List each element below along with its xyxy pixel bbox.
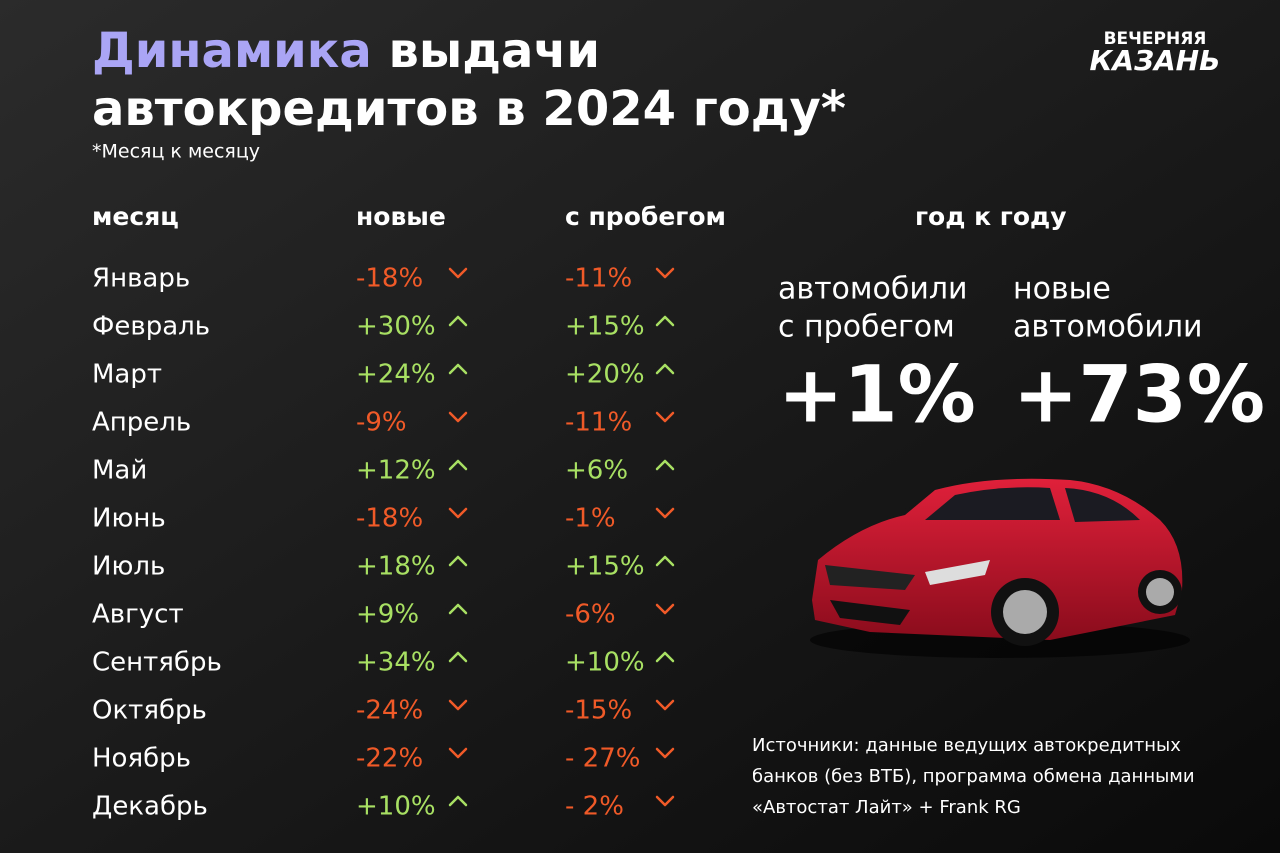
change-value: +9% — [356, 600, 419, 630]
column-header: новые — [356, 202, 446, 231]
change-value: +15% — [565, 552, 645, 582]
trend-arrow — [448, 507, 468, 519]
trend-arrow — [655, 507, 675, 519]
change-value: -18% — [356, 504, 423, 534]
trend-arrow — [655, 267, 675, 279]
month: Май — [92, 456, 147, 486]
month: Октябрь — [92, 696, 207, 726]
change-value: -11% — [565, 264, 632, 294]
source-line: Источники: данные ведущих автокредитных — [752, 735, 1181, 756]
title-rest: выдачи — [389, 23, 601, 79]
yoy-heading: год к году — [915, 202, 1067, 231]
change-value: +15% — [565, 312, 645, 342]
trend-arrow — [655, 555, 675, 567]
trend-arrow — [448, 699, 468, 711]
trend-arrow — [448, 363, 468, 375]
yoy-value: +73% — [1013, 350, 1265, 440]
change-value: -6% — [565, 600, 616, 630]
month: Август — [92, 600, 184, 630]
month: Ноябрь — [92, 744, 191, 774]
trend-arrow — [655, 603, 675, 615]
column-header: месяц — [92, 202, 179, 231]
title-highlight: Динамика — [92, 23, 372, 79]
change-value: -11% — [565, 408, 632, 438]
change-value: -24% — [356, 696, 423, 726]
change-value: -18% — [356, 264, 423, 294]
title: Динамика выдачи — [92, 23, 600, 79]
trend-arrow — [655, 699, 675, 711]
change-value: +34% — [356, 648, 436, 678]
yoy-label: с пробегом — [778, 310, 955, 345]
yoy-label: автомобили — [778, 272, 968, 307]
change-value: +30% — [356, 312, 436, 342]
logo: КАЗАНЬ — [1090, 44, 1221, 77]
change-value: +10% — [565, 648, 645, 678]
sources: Источники: данные ведущих автокредитных б… — [752, 735, 1195, 818]
trend-arrow — [448, 651, 468, 663]
table-rows: Январь -18% -11% Февраль +30% +15% Март +24% +20… — [92, 264, 675, 822]
change-value: +20% — [565, 360, 645, 390]
change-value: -9% — [356, 408, 407, 438]
month: Февраль — [92, 312, 210, 342]
change-value: +18% — [356, 552, 436, 582]
trend-arrow — [448, 747, 468, 759]
trend-arrow — [655, 459, 675, 471]
source-line: банков (без ВТБ), программа обмена данны… — [752, 766, 1195, 787]
month: Декабрь — [92, 792, 208, 822]
car-image — [810, 478, 1190, 658]
trend-arrow — [448, 459, 468, 471]
change-value: -15% — [565, 696, 632, 726]
month: Апрель — [92, 408, 191, 438]
month: Июль — [92, 552, 165, 582]
trend-arrow — [448, 267, 468, 279]
change-value: +6% — [565, 456, 628, 486]
trend-arrow — [448, 555, 468, 567]
trend-arrow — [655, 363, 675, 375]
trend-arrow — [448, 603, 468, 615]
trend-arrow — [655, 315, 675, 327]
month: Март — [92, 360, 162, 390]
source-line: «Автостат Лайт» + Frank RG — [752, 797, 1021, 818]
change-value: +12% — [356, 456, 436, 486]
trend-arrow — [448, 795, 468, 807]
change-value: +10% — [356, 792, 436, 822]
title-line2: автокредитов в 2024 году* — [92, 81, 846, 137]
change-value: - 2% — [565, 792, 624, 822]
month: Январь — [92, 264, 190, 294]
column-header: с пробегом — [565, 202, 726, 231]
change-value: +24% — [356, 360, 436, 390]
yoy-label: новые — [1013, 272, 1111, 307]
change-value: - 27% — [565, 744, 640, 774]
yoy-label: автомобили — [1013, 310, 1203, 345]
note: *Месяц к месяцу — [92, 141, 260, 163]
trend-arrow — [655, 795, 675, 807]
trend-arrow — [448, 315, 468, 327]
month: Сентябрь — [92, 648, 222, 678]
trend-arrow — [655, 411, 675, 423]
change-value: -1% — [565, 504, 616, 534]
logo: ВЕЧЕРНЯЯ — [1104, 29, 1207, 49]
change-value: -22% — [356, 744, 423, 774]
trend-arrow — [448, 411, 468, 423]
month: Июнь — [92, 504, 166, 534]
trend-arrow — [655, 747, 675, 759]
trend-arrow — [655, 651, 675, 663]
yoy-value: +1% — [778, 350, 976, 440]
